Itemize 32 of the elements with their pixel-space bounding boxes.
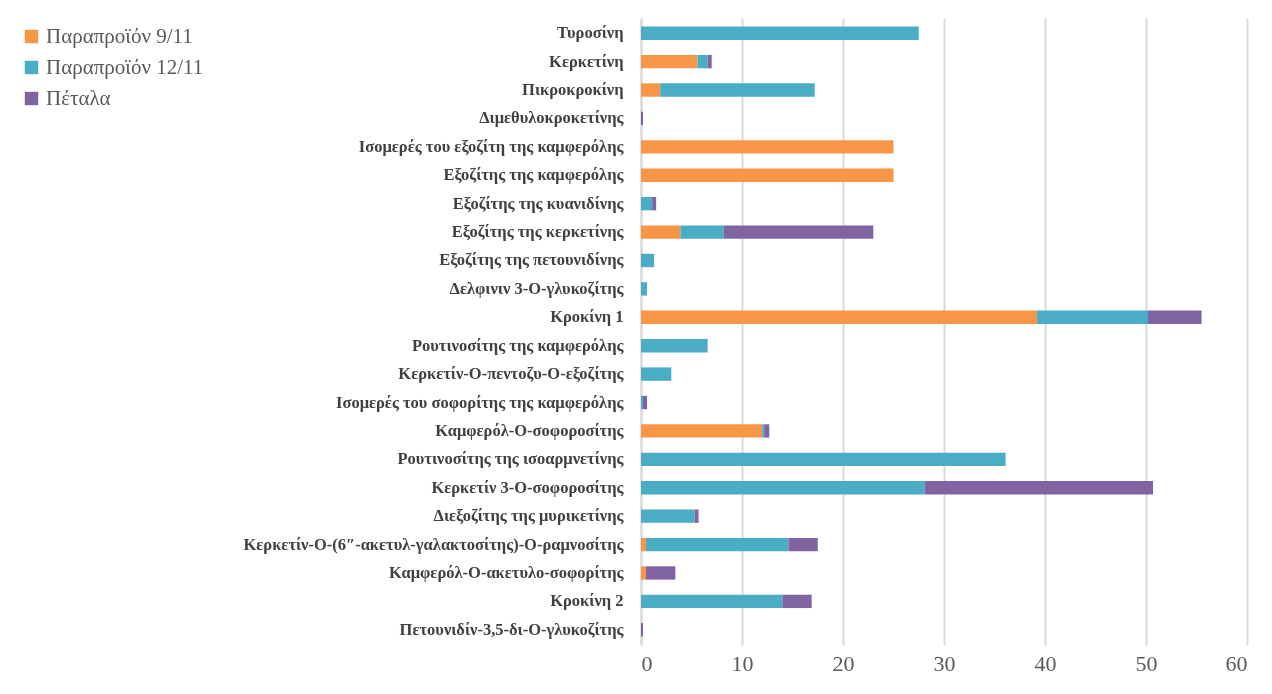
y-tick-label: Διμεθυλοκροκετίνης: [479, 108, 625, 128]
x-tick-label: 20: [832, 650, 855, 676]
y-tick-label: Τυροσίνη: [556, 23, 624, 43]
y-tick-label: Πικροκροκίνη: [522, 80, 624, 100]
x-tick-label: 0: [641, 650, 653, 676]
y-tick-label: Ισομερές του εξοζίτη της καμφερόλης: [358, 136, 625, 156]
legend-label: Παραπροϊόν 12/11: [46, 54, 204, 79]
legend-label: Παραπροϊόν 9/11: [46, 23, 193, 48]
y-tick-label: Κερκετίν-Ο-(6″-ακετυλ-γαλακτοσίτης)-Ο-ραμνοσίτης: [243, 534, 625, 554]
y-tick-label: Κερκετίν 3-Ο-σοφοροσίτης: [431, 477, 625, 497]
y-tick-label: Ρουτινοσίτης της ισοαρμνετίνης: [397, 449, 625, 469]
legend-label: Πέταλα: [46, 85, 111, 110]
y-tick-label: Ισομερές του σοφορίτης της καμφερόλης: [335, 392, 625, 412]
x-tick-label: 10: [731, 650, 754, 676]
y-tick-label: Κροκίνη 2: [550, 591, 624, 611]
y-tick-label: Διεξοζίτης της μυρικετίνης: [433, 506, 625, 526]
y-tick-label: Εξοζίτης της καμφερόλης: [443, 165, 625, 185]
y-tick-label: Πετουνιδίν-3,5-δι-Ο-γλυκοζίτης: [399, 619, 625, 639]
x-tick-label: 60: [1225, 650, 1248, 676]
y-tick-label: Εξοζίτης της κερκετίνης: [451, 222, 625, 242]
y-tick-label: Καμφερόλ-Ο-ακετυλο-σοφορίτης: [388, 562, 625, 582]
y-tick-label: Κερκετίν-Ο-πεντοζυ-Ο-εξοζίτης: [398, 364, 625, 384]
y-tick-label: Κροκίνη 1: [550, 307, 624, 327]
y-tick-label: Δελφινιν 3-Ο-γλυκοζίτης: [449, 278, 625, 298]
x-tick-label: 30: [933, 650, 956, 676]
y-tick-label: Καμφερόλ-Ο-σοφοροσίτης: [435, 420, 625, 440]
y-tick-label: Εξοζίτης της κυανιδίνης: [452, 193, 625, 213]
y-tick-label: Εξοζίτης της πετουνιδίνης: [439, 250, 625, 270]
y-tick-label: Ρουτινοσίτης της καμφερόλης: [411, 335, 625, 355]
y-tick-label: Κερκετίνη: [549, 51, 624, 71]
x-tick-label: 50: [1135, 650, 1158, 676]
x-tick-label: 40: [1034, 650, 1057, 676]
